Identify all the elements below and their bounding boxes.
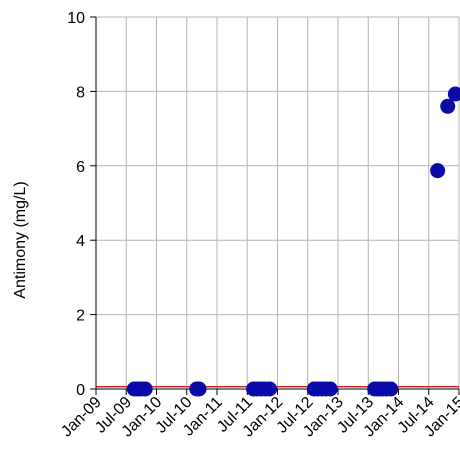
y-tick-label: 0 — [76, 382, 85, 399]
scatter-point — [137, 381, 153, 397]
scatter-point — [383, 381, 399, 397]
scatter-point — [447, 86, 460, 102]
y-tick-label: 10 — [67, 10, 85, 27]
y-tick-label: 2 — [76, 308, 85, 325]
grid-lines — [95, 16, 460, 389]
y-axis-title: Antimony (mg/L) — [12, 181, 29, 298]
axes — [90, 16, 460, 395]
y-tick-labels: 0 2 4 6 8 10 — [67, 10, 85, 399]
scatter-point — [191, 381, 207, 397]
x-tick-labels: Jan-09Jul-09Jan-10Jul-10Jan-11Jul-11Jan-… — [58, 394, 460, 441]
x-tick-label: Jan-09 — [58, 394, 105, 441]
scatter-point — [262, 381, 278, 397]
scatter-point — [430, 163, 446, 179]
data-points — [126, 86, 460, 397]
scatter-point — [322, 381, 338, 397]
y-tick-label: 8 — [76, 84, 85, 101]
y-tick-label: 6 — [76, 159, 85, 176]
scatter-point — [440, 98, 456, 114]
y-tick-label: 4 — [76, 233, 85, 250]
